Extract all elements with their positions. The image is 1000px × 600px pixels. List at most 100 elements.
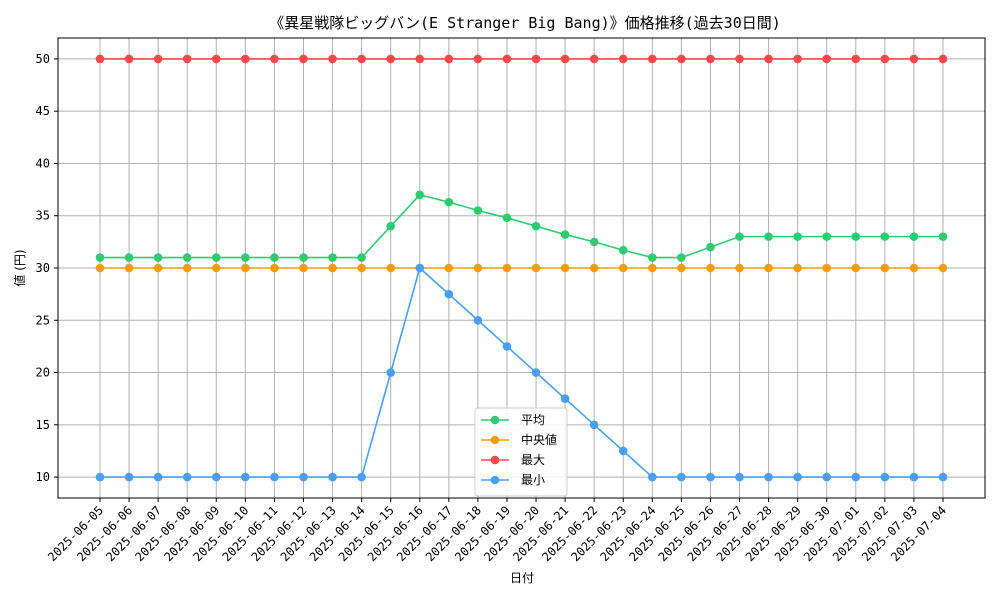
legend-label: 最小 (521, 473, 545, 487)
legend-marker (490, 455, 500, 465)
legend-marker (490, 475, 500, 485)
data-point (648, 472, 657, 482)
data-point (386, 368, 395, 377)
data-point (938, 54, 948, 64)
data-point (880, 472, 890, 482)
series-group (95, 54, 948, 482)
data-point (735, 472, 744, 482)
data-point (618, 446, 628, 456)
data-point (328, 253, 337, 262)
data-point (560, 394, 570, 403)
data-point (299, 263, 308, 273)
data-point (444, 54, 454, 64)
data-point (618, 54, 628, 64)
data-point (851, 472, 861, 482)
data-point (182, 253, 192, 262)
data-point (211, 472, 221, 482)
data-point (241, 54, 250, 64)
data-point (677, 54, 686, 64)
data-point (357, 263, 366, 273)
data-point (502, 213, 512, 223)
data-point (735, 54, 744, 64)
data-point (270, 54, 279, 64)
y-tick-label: 45 (36, 104, 50, 118)
y-tick-label: 30 (36, 261, 50, 275)
data-point (880, 54, 890, 64)
data-point (793, 263, 802, 273)
data-point (531, 368, 541, 377)
data-point (677, 472, 686, 482)
x-axis-ticks: 2025-06-052025-06-062025-06-072025-06-08… (45, 498, 949, 564)
data-point (473, 54, 483, 64)
data-point (444, 263, 454, 273)
data-point (909, 232, 919, 241)
data-point (415, 54, 425, 64)
data-point (95, 472, 105, 482)
data-point (211, 54, 221, 64)
legend-marker (490, 415, 500, 425)
data-point (386, 263, 395, 273)
series-line (100, 266, 943, 478)
data-point (589, 237, 599, 247)
data-point (502, 263, 512, 273)
data-point (473, 315, 483, 325)
data-point (328, 263, 337, 273)
data-point (444, 197, 454, 207)
data-point (793, 232, 802, 241)
data-point (328, 472, 337, 482)
data-point (618, 245, 628, 255)
data-point (270, 253, 279, 262)
legend-label: 最大 (521, 453, 545, 467)
y-tick-label: 20 (36, 366, 50, 380)
data-point (182, 54, 192, 64)
data-point (153, 54, 163, 64)
data-point (270, 263, 279, 273)
data-point (241, 253, 250, 262)
data-point (648, 253, 657, 262)
data-point (822, 232, 832, 241)
data-point (386, 54, 395, 64)
data-point (560, 263, 570, 273)
data-point (706, 263, 715, 273)
data-point (531, 221, 541, 231)
data-point (95, 54, 105, 64)
data-point (822, 263, 832, 273)
data-point (560, 54, 570, 64)
data-point (357, 253, 366, 262)
y-tick-label: 40 (36, 156, 50, 170)
data-point (473, 263, 483, 273)
data-point (764, 54, 773, 64)
data-point (124, 54, 134, 64)
y-tick-label: 25 (36, 313, 50, 327)
data-point (589, 263, 599, 273)
data-point (241, 263, 250, 273)
y-tick-label: 50 (36, 52, 50, 66)
data-point (793, 472, 802, 482)
data-point (211, 263, 221, 273)
data-point (938, 472, 948, 482)
data-point (909, 263, 919, 273)
y-axis-label: 値 (円) (12, 249, 27, 286)
data-point (851, 263, 861, 273)
legend-box (474, 407, 568, 497)
data-point (648, 263, 657, 273)
data-point (851, 54, 861, 64)
data-point (706, 472, 715, 482)
data-point (822, 472, 832, 482)
series-line (100, 193, 943, 259)
legend-marker (490, 435, 500, 445)
data-point (473, 206, 483, 215)
data-point (299, 54, 308, 64)
data-point (706, 54, 715, 64)
data-point (444, 289, 454, 299)
x-axis-label: 日付 (510, 571, 534, 585)
data-point (677, 263, 686, 273)
data-point (764, 263, 773, 273)
data-point (502, 54, 512, 64)
data-point (270, 472, 279, 482)
data-point (618, 263, 628, 273)
data-point (182, 472, 192, 482)
data-point (502, 342, 512, 351)
y-tick-label: 15 (36, 418, 50, 432)
data-point (328, 54, 337, 64)
